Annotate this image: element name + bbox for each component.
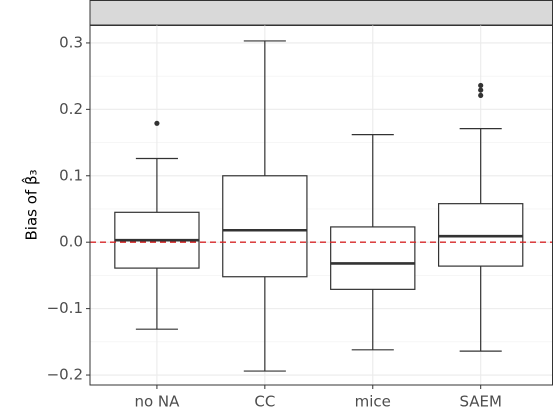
outlier xyxy=(478,82,484,89)
y-tick-label: 0.3 xyxy=(59,33,83,51)
y-tick-label: 0.2 xyxy=(59,100,83,118)
x-tick-label: SAEM xyxy=(459,393,501,411)
outlier xyxy=(478,92,484,99)
x-tick-label: no NA xyxy=(134,393,180,411)
y-axis-title: Bias of β̂₃ xyxy=(21,169,41,240)
facet-strip xyxy=(89,0,553,26)
outlier xyxy=(154,120,160,126)
y-tick-label: −0.1 xyxy=(47,299,83,317)
box xyxy=(437,203,524,267)
outlier xyxy=(478,87,484,93)
box xyxy=(222,175,308,278)
y-tick-label: 0.0 xyxy=(59,233,83,251)
box xyxy=(330,226,416,290)
x-tick-label: CC xyxy=(254,393,275,411)
x-tick-label: mice xyxy=(355,393,391,411)
y-tick-label: 0.1 xyxy=(59,166,83,184)
y-tick-label: −0.2 xyxy=(47,366,83,384)
